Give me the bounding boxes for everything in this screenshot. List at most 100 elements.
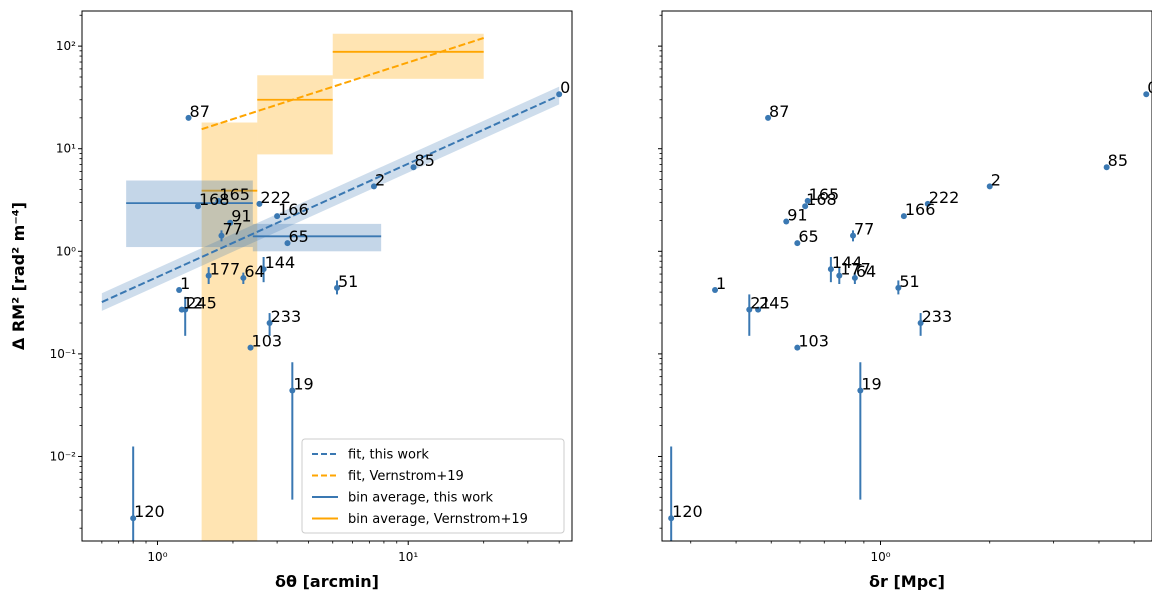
data-point <box>247 344 254 351</box>
point-label: 19 <box>861 374 881 393</box>
point-label: 245 <box>186 294 217 313</box>
data-point <box>205 272 212 279</box>
point-label: 222 <box>929 188 960 207</box>
point-label: 77 <box>854 220 874 239</box>
y-tick-label: 10⁻¹ <box>50 347 77 361</box>
data-point <box>1103 164 1110 171</box>
legend-entry-label: fit, Vernstrom+19 <box>348 469 464 484</box>
point-label: 85 <box>415 151 435 170</box>
y-tick-label: 10¹ <box>56 142 76 156</box>
point-label: 144 <box>832 253 863 272</box>
legend: fit, this work fit, Vernstrom+19 bin avera… <box>301 438 565 534</box>
point-label: 1 <box>716 274 726 293</box>
legend-entry-label: fit, this work <box>348 448 429 463</box>
point-label: 166 <box>905 200 936 219</box>
data-point <box>794 240 801 247</box>
point-label: 177 <box>210 260 241 279</box>
vernstrom-bin-band <box>332 33 484 79</box>
x-tick-label: 10⁰ <box>870 550 890 564</box>
plot-frame <box>661 10 1152 542</box>
data-point <box>260 266 267 273</box>
point-label: 87 <box>190 102 210 121</box>
this-work-bin-band <box>252 223 382 252</box>
point-label: 19 <box>293 374 313 393</box>
data-point <box>794 344 801 351</box>
point-label: 168 <box>199 190 230 209</box>
legend-entry-label: bin average, this work <box>348 491 494 506</box>
vernstrom-bin-band <box>257 75 333 155</box>
x-axis-label: δθ [arcmin] <box>275 572 379 590</box>
data-point <box>182 306 189 313</box>
data-point <box>746 306 753 313</box>
x-axis-label: δr [Mpc] <box>869 572 945 590</box>
data-point <box>755 306 762 313</box>
data-point <box>783 218 790 225</box>
data-point <box>857 387 864 394</box>
y-tick-label: 10² <box>56 39 76 53</box>
data-point <box>668 515 675 522</box>
point-label: 2 <box>991 170 1001 189</box>
data-point <box>900 213 907 220</box>
data-point <box>256 200 263 207</box>
data-point <box>289 387 296 394</box>
point-label: 85 <box>1108 151 1128 170</box>
point-label: 65 <box>288 227 308 246</box>
data-point <box>176 286 183 293</box>
data-point <box>240 274 247 281</box>
data-point <box>266 320 273 327</box>
point-label: 0 <box>560 78 570 97</box>
data-point <box>227 219 234 226</box>
data-point <box>218 232 225 239</box>
x-tick-label: 10⁰ <box>147 550 167 564</box>
point-label: 103 <box>798 332 829 351</box>
data-point <box>804 197 811 204</box>
legend-entry-label: bin average, Vernstrom+19 <box>348 512 528 527</box>
point-label: 51 <box>899 272 919 291</box>
point-label: 21 <box>750 294 770 313</box>
point-label: 2 <box>375 170 385 189</box>
plot-area <box>101 33 563 541</box>
data-point <box>850 232 857 239</box>
point-label: 120 <box>134 502 165 521</box>
point-label: 165 <box>219 185 250 204</box>
data-point <box>334 284 341 291</box>
data-point <box>130 515 137 522</box>
point-label: 51 <box>338 272 358 291</box>
point-label: 144 <box>265 253 296 272</box>
point-label: 233 <box>271 307 302 326</box>
data-point <box>851 274 858 281</box>
point-label: 166 <box>278 200 309 219</box>
point-label: 120 <box>672 502 703 521</box>
point-label: 87 <box>769 102 789 121</box>
data-point <box>895 284 902 291</box>
point-label: 0 <box>1147 78 1152 97</box>
point-label: 233 <box>922 307 953 326</box>
point-label: 64 <box>244 262 264 281</box>
point-label: 65 <box>798 227 818 246</box>
x-tick-label: 10¹ <box>398 550 418 564</box>
point-label: 245 <box>759 294 790 313</box>
data-point <box>827 266 834 273</box>
plot-frame <box>81 10 573 542</box>
plot-area <box>668 91 1150 541</box>
data-point <box>917 320 924 327</box>
data-point <box>986 183 993 190</box>
data-point <box>185 114 192 121</box>
point-label: 222 <box>260 188 291 207</box>
y-tick-label: 10⁰ <box>56 244 76 258</box>
this-work-bin-band <box>126 180 253 248</box>
point-label: 103 <box>252 332 283 351</box>
vernstrom-bin-band <box>201 122 258 541</box>
data-point <box>1143 91 1150 98</box>
point-label: 12 <box>183 294 203 313</box>
data-point <box>194 203 201 210</box>
point-label: 165 <box>809 185 840 204</box>
fit-this-work-line <box>101 94 560 303</box>
data-point <box>712 286 719 293</box>
legend-frame <box>301 438 565 534</box>
data-point <box>274 213 281 220</box>
data-point <box>370 183 377 190</box>
